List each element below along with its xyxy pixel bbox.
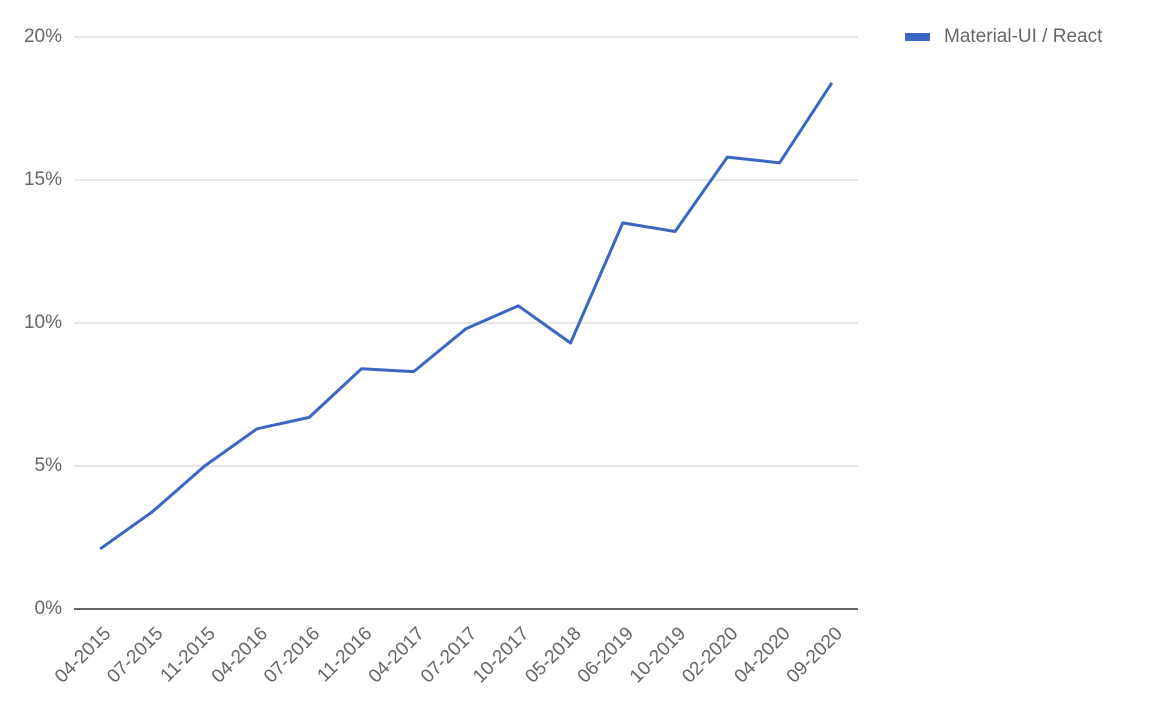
y-tick-label: 20% [24, 26, 62, 47]
x-tick-label: 04-2016 [208, 623, 272, 687]
x-tick-label: 04-2017 [365, 623, 429, 687]
legend-swatch [905, 33, 930, 41]
x-tick-label: 10-2019 [626, 623, 690, 687]
x-tick-label: 07-2016 [260, 623, 324, 687]
y-tick-label: 0% [35, 598, 63, 619]
legend-label: Material-UI / React [944, 26, 1103, 47]
x-tick-label: 09-2020 [783, 623, 847, 687]
x-tick-label: 11-2016 [313, 623, 376, 686]
x-tick-label: 05-2018 [521, 623, 585, 687]
x-tick-label: 07-2017 [417, 623, 481, 687]
line [99, 81, 834, 551]
y-tick-label: 15% [24, 169, 62, 190]
y-tick-label: 5% [35, 455, 63, 476]
x-tick-label: 07-2015 [103, 623, 167, 687]
y-tick-label: 10% [24, 312, 62, 333]
x-tick-label: 04-2020 [731, 623, 795, 687]
x-tick-label: 04-2015 [51, 623, 115, 687]
x-tick-label: 02-2020 [678, 623, 742, 687]
x-tick-label: 11-2015 [157, 623, 220, 686]
x-tick-label: 10-2017 [469, 623, 533, 687]
x-tick-label: 06-2019 [574, 623, 638, 687]
